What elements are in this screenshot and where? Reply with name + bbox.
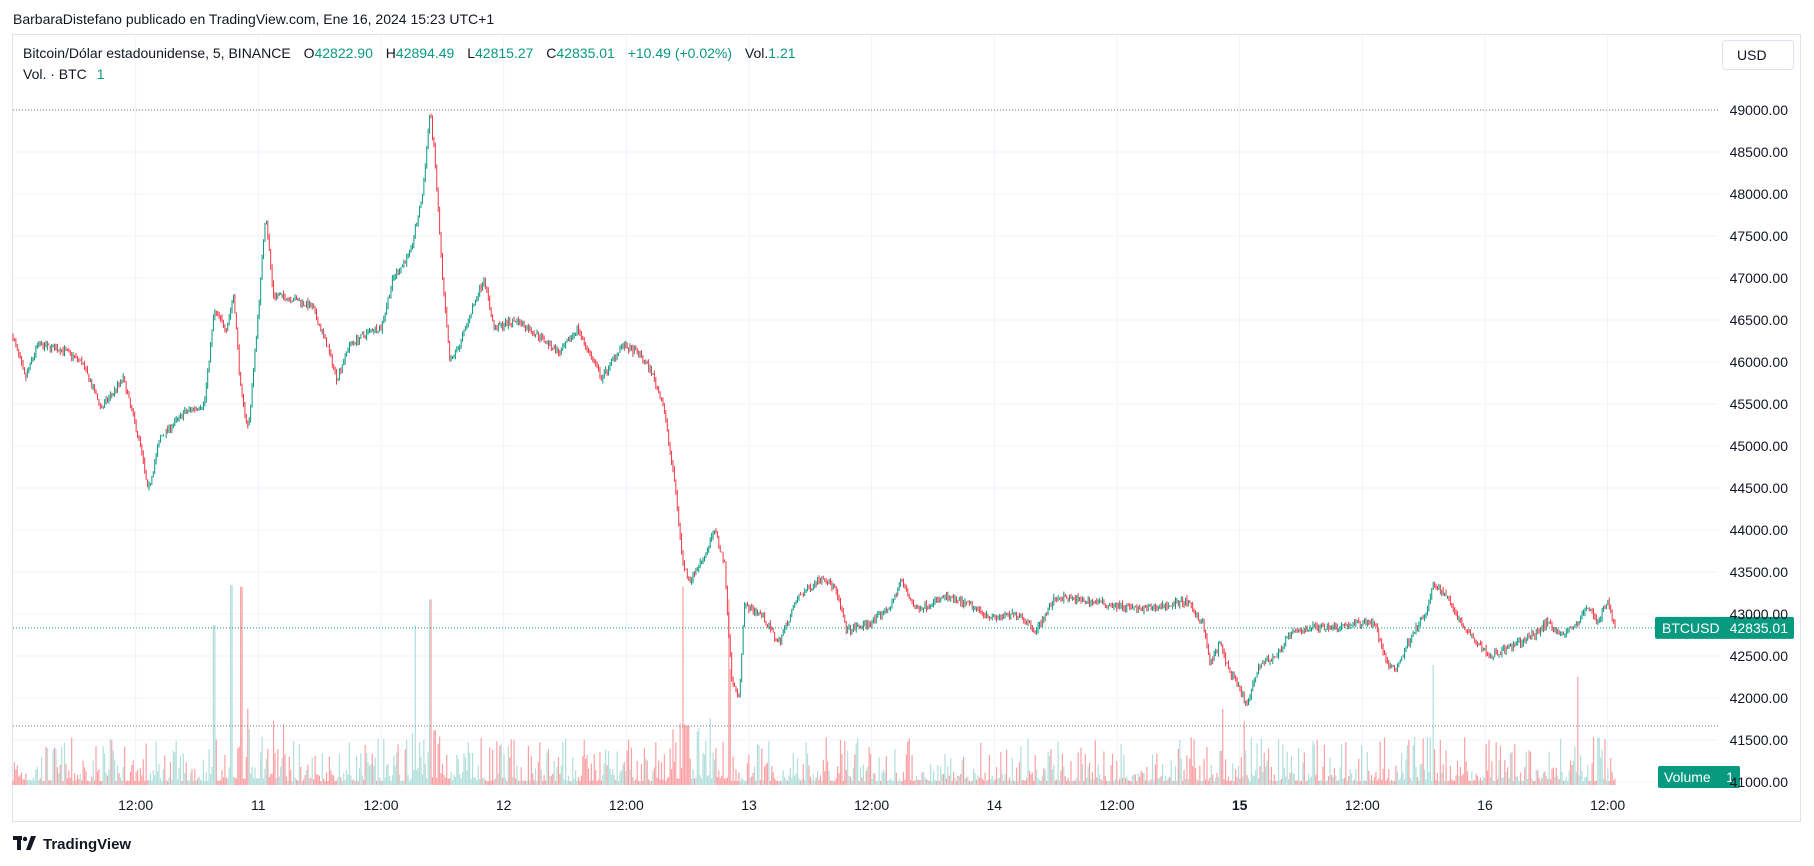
tradingview-logo-icon: [13, 836, 37, 853]
time-tick-label: 12:00: [609, 797, 644, 813]
time-tick-label: 11: [251, 797, 266, 813]
volume-bars: [12, 585, 1616, 785]
close-label: C: [546, 45, 557, 61]
price-tick-label: 46500.00: [1730, 312, 1789, 328]
price-tick-label: 48000.00: [1730, 186, 1789, 202]
high-label: H: [385, 45, 396, 61]
vol-value: 1.21: [768, 45, 796, 61]
time-tick-label: 12:00: [1099, 797, 1134, 813]
last-price-symbol: BTCUSD: [1662, 620, 1720, 636]
time-tick-label: 12:00: [1345, 797, 1380, 813]
volume-indicator-title: Vol. · BTC: [23, 66, 87, 82]
ohlc-legend: Bitcoin/Dólar estadounidense, 5, BINANCE…: [23, 45, 796, 61]
publication-caption: BarbaraDistefano publicado en TradingVie…: [13, 11, 495, 27]
price-tick-label: 43000.00: [1730, 606, 1789, 622]
price-tick-label: 49000.00: [1730, 102, 1789, 118]
currency-button[interactable]: USD: [1722, 40, 1794, 70]
close-value: 42835.01: [556, 45, 615, 61]
price-tick-label: 44000.00: [1730, 522, 1789, 538]
last-price-value: 42835.01: [1730, 620, 1789, 636]
time-tick-label: 14: [987, 797, 1003, 813]
price-tick-label: 43500.00: [1730, 564, 1789, 580]
candles: [12, 113, 1616, 707]
open-label: O: [303, 45, 315, 61]
price-tick-label: 44500.00: [1730, 480, 1789, 496]
low-value: 42815.27: [475, 45, 534, 61]
volume-tag-value: 1: [1726, 769, 1734, 785]
price-tick-label: 41500.00: [1730, 732, 1789, 748]
price-tick-label: 47000.00: [1730, 270, 1789, 286]
price-tick-label: 42000.00: [1730, 690, 1789, 706]
tradingview-logo[interactable]: TradingView: [13, 836, 131, 853]
high-value: 42894.49: [395, 45, 455, 61]
time-tick-label: 16: [1477, 797, 1493, 813]
change-value: +10.49 (+0.02%): [627, 45, 733, 61]
low-label: L: [467, 45, 475, 61]
time-tick-label: 12:00: [363, 797, 398, 813]
price-tick-label: 46000.00: [1730, 354, 1789, 370]
time-tick-label: 12: [496, 797, 512, 813]
price-tick-label: 41000.00: [1730, 774, 1789, 790]
time-tick-label: 15: [1232, 797, 1248, 813]
last-price-tag: [1655, 616, 1794, 639]
volume-tag: [1658, 766, 1740, 788]
price-tick-label: 45500.00: [1730, 396, 1789, 412]
time-tick-label: 12:00: [1590, 797, 1625, 813]
chart-frame[interactable]: [12, 34, 1801, 822]
time-tick-label: 13: [741, 797, 757, 813]
tradingview-brand: TradingView: [43, 836, 132, 853]
price-tick-label: 48500.00: [1730, 144, 1789, 160]
volume-tag-label: Volume: [1664, 769, 1711, 785]
price-tick-label: 45000.00: [1730, 438, 1789, 454]
time-tick-label: 12:00: [854, 797, 889, 813]
volume-indicator-value: 1: [96, 66, 105, 82]
symbol-title: Bitcoin/Dólar estadounidense, 5, BINANCE: [23, 45, 291, 61]
open-value: 42822.90: [314, 45, 373, 61]
overlays: BTCUSD 42835.01 Volume 1: [13, 109, 1794, 788]
time-tick-label: 12:00: [118, 797, 153, 813]
vol-label: Vol.: [744, 45, 769, 61]
price-tick-label: 47500.00: [1730, 228, 1789, 244]
time-axis: 12:00 11 12:00 12 12:00 13 12:00 14 12:00 15 12:00…: [118, 797, 1625, 813]
price-axis: 49000.00 48500.00 48000.00 47500.00 47000.00…: [1730, 102, 1789, 790]
volume-legend[interactable]: Vol. · BTC 1: [23, 66, 104, 82]
price-tick-label: 42500.00: [1730, 648, 1789, 664]
chart-grid: [13, 36, 1718, 785]
